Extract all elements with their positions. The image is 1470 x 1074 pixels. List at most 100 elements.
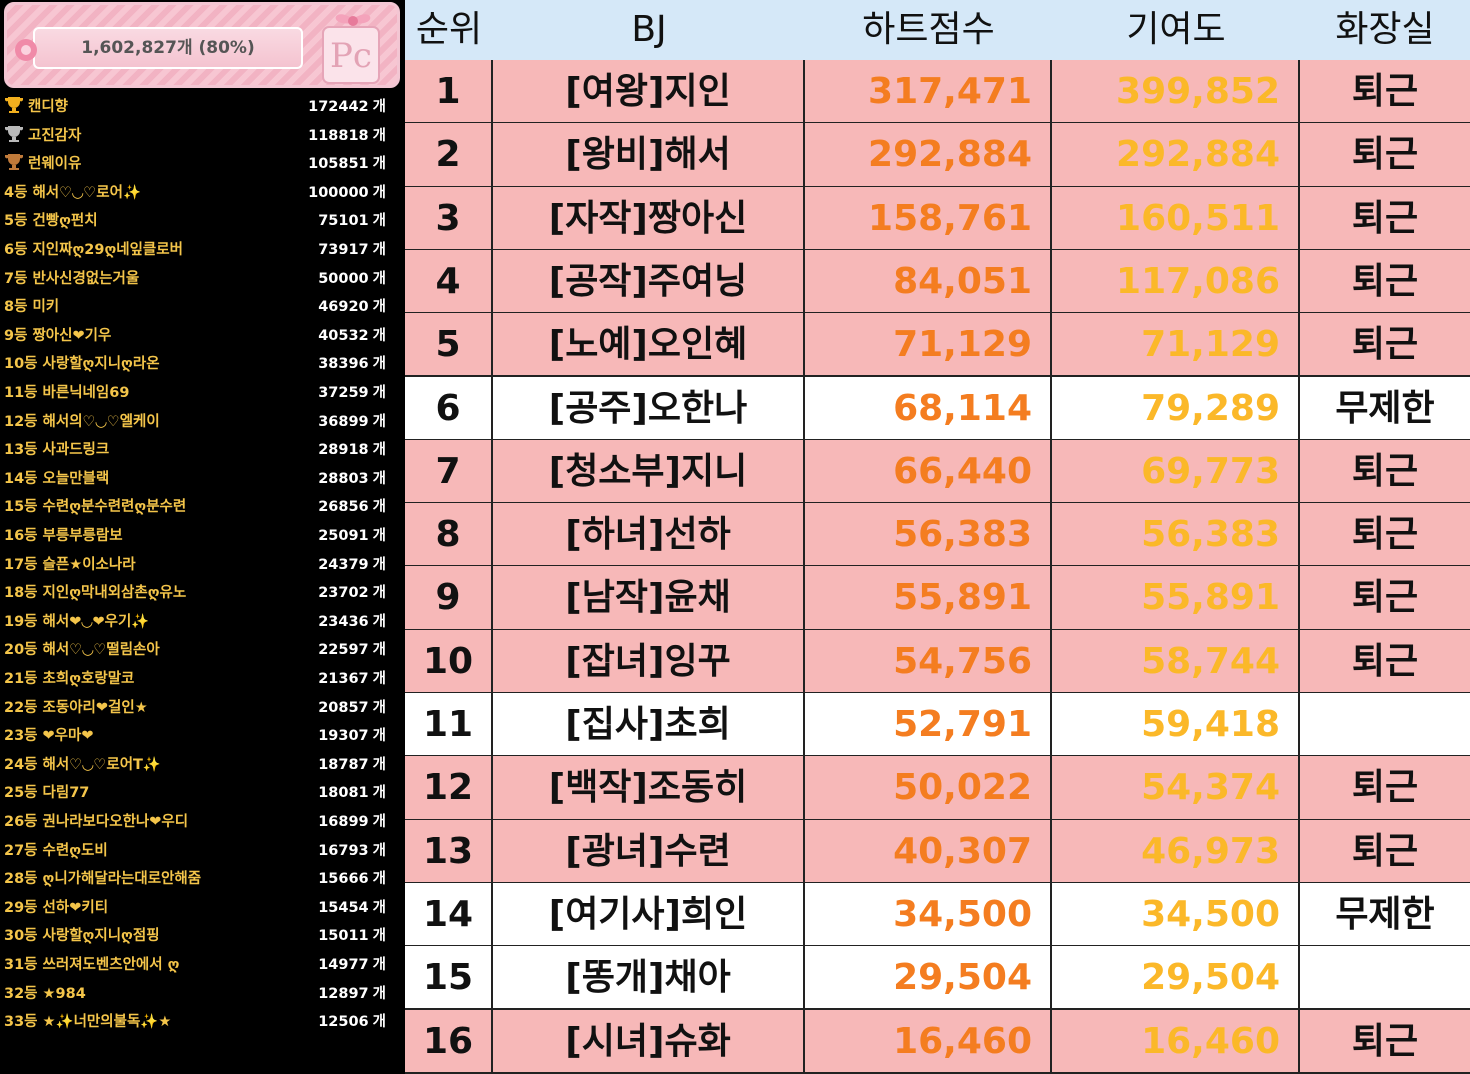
donor-count: 40532 개 — [318, 323, 386, 349]
donor-rank: 29등 — [4, 899, 38, 916]
summary-box: Pc 1,602,827개 (80%) — [4, 2, 400, 88]
count-value: 28803 — [318, 470, 369, 487]
donor-count: 100000 개 — [308, 180, 386, 206]
count-unit: 개 — [372, 899, 386, 916]
donor-count: 28803 개 — [318, 466, 386, 492]
count-unit: 개 — [372, 327, 386, 344]
table-cell: 퇴근 — [1300, 819, 1470, 884]
count-value: 46920 — [318, 299, 369, 316]
count-unit: 개 — [372, 699, 386, 716]
table-cell: [자작]짱아신 — [493, 186, 805, 251]
donor-name: 지인짜ღ29ღ네잎클로버 — [32, 242, 183, 258]
table-cell: 52,791 — [805, 693, 1052, 758]
count-value: 36899 — [318, 413, 369, 430]
table-cell: 퇴근 — [1300, 123, 1470, 188]
donor-rank: 10등 — [4, 356, 38, 373]
donor-row: 19등 해서❤◡❤우기✨ 23436 개 — [4, 609, 386, 635]
table-cell: [공주]오한나 — [493, 376, 805, 441]
table-cell: 퇴근 — [1300, 313, 1470, 378]
donor-name: 지인ღ막내외삼촌ღ유노 — [42, 585, 187, 602]
count-unit: 개 — [372, 413, 386, 430]
table-cell: 퇴근 — [1300, 629, 1470, 694]
count-value: 23436 — [318, 613, 369, 630]
table-cell: 퇴근 — [1300, 1009, 1470, 1074]
table-cell: 50,022 — [805, 756, 1052, 821]
table-cell: 11 — [405, 693, 493, 758]
table-cell: 58,744 — [1052, 629, 1300, 694]
table-cell: [청소부]지니 — [493, 439, 805, 505]
donor-name: 쓰러져도벤츠안에서 ღ — [42, 957, 180, 973]
total-count: 1,602,827개 (80%) — [81, 38, 255, 58]
donor-rank: 26등 — [4, 814, 38, 830]
donor-row: 13등 사과드링크 28918 개 — [4, 437, 386, 463]
table-cell: 158,761 — [805, 186, 1052, 251]
donor-count: 18787 개 — [318, 752, 386, 778]
donor-name: ღ니가해달라는대로안해줌 — [42, 871, 202, 888]
donor-count: 18081 개 — [318, 780, 386, 806]
count-value: 23702 — [318, 585, 369, 602]
donor-row: 22등 조동아리❤걸인★ 20857 개 — [4, 695, 386, 721]
donor-name: 해서❤◡❤우기✨ — [42, 613, 150, 630]
donor-row: 24등 해서♡◡♡로어T✨ 18787 개 — [4, 752, 386, 778]
table-cell: 10 — [405, 629, 493, 694]
count-value: 26856 — [318, 499, 369, 516]
count-unit: 개 — [372, 928, 386, 945]
donor-row: 고진감자 118818 개 — [4, 123, 386, 149]
count-value: 16899 — [318, 814, 369, 830]
donor-row: 21등 초희ღ호랑말코 21367 개 — [4, 666, 386, 692]
donor-name: 고진감자 — [28, 127, 82, 144]
count-unit: 개 — [372, 756, 386, 773]
donor-row: 8등 미키 46920 개 — [4, 294, 386, 320]
donor-rank: 15등 — [4, 499, 38, 516]
donor-row: 33등 ★✨너만의불독✨★ 12506 개 — [4, 1009, 386, 1035]
count-unit: 개 — [372, 270, 386, 287]
table-cell: [백작]조동히 — [493, 756, 805, 821]
table-cell: 16 — [405, 1009, 493, 1074]
table-cell: 79,289 — [1052, 376, 1300, 441]
header-cell: 기여도 — [1052, 0, 1300, 60]
donor-rank: 22등 — [4, 699, 38, 716]
table-cell: [집사]초희 — [493, 693, 805, 758]
count-value: 28918 — [318, 442, 369, 459]
count-unit: 개 — [372, 671, 386, 687]
table-cell: 6 — [405, 376, 493, 441]
count-unit: 개 — [372, 99, 386, 115]
donor-count: 19307 개 — [318, 723, 386, 749]
donor-name: 짱아신❤기우 — [32, 327, 112, 344]
donor-row: 32등 ★984 12897 개 — [4, 981, 386, 1007]
table-cell: 5 — [405, 313, 493, 378]
donor-row: 10등 사랑할ღ지니ღ라온 38396 개 — [4, 351, 386, 377]
table-cell: [왕비]해서 — [493, 123, 805, 188]
donor-name: 해서♡◡♡로어✨ — [32, 184, 142, 201]
table-cell: 13 — [405, 819, 493, 884]
donor-rank: 20등 — [4, 642, 38, 659]
table-cell: 160,511 — [1052, 186, 1300, 251]
donor-rank: 28등 — [4, 871, 38, 888]
donor-row: 18등 지인ღ막내외삼촌ღ유노 23702 개 — [4, 580, 386, 606]
table-cell: 29,504 — [805, 946, 1052, 1011]
table-cell: 54,374 — [1052, 756, 1300, 821]
donor-name: ★984 — [42, 985, 86, 1002]
donor-count: 37259 개 — [318, 380, 386, 406]
donor-name: 조동아리❤걸인★ — [42, 699, 148, 716]
table-cell: 퇴근 — [1300, 756, 1470, 821]
donor-count: 16793 개 — [318, 838, 386, 864]
table-cell: 4 — [405, 249, 493, 315]
ribbon-logo: Pc — [322, 14, 380, 84]
donor-count: 75101 개 — [318, 208, 386, 234]
table-cell: 16,460 — [1052, 1009, 1300, 1074]
donor-count: 21367 개 — [318, 666, 386, 692]
donor-rank: 13등 — [4, 442, 38, 459]
donor-rank: 6등 — [4, 242, 28, 258]
table-cell: 399,852 — [1052, 60, 1300, 125]
header-cell: 하트점수 — [805, 0, 1052, 60]
count-value: 15666 — [318, 871, 369, 888]
count-unit: 개 — [372, 385, 386, 401]
table-cell: 68,114 — [805, 376, 1052, 441]
donor-row: 16등 부릉부릉람보 25091 개 — [4, 523, 386, 549]
table-cell: 117,086 — [1052, 249, 1300, 315]
donor-count: 22597 개 — [318, 637, 386, 663]
svg-text:Pc: Pc — [330, 36, 372, 76]
donor-rank: 11등 — [4, 385, 38, 401]
donor-rank: 14등 — [4, 470, 38, 487]
